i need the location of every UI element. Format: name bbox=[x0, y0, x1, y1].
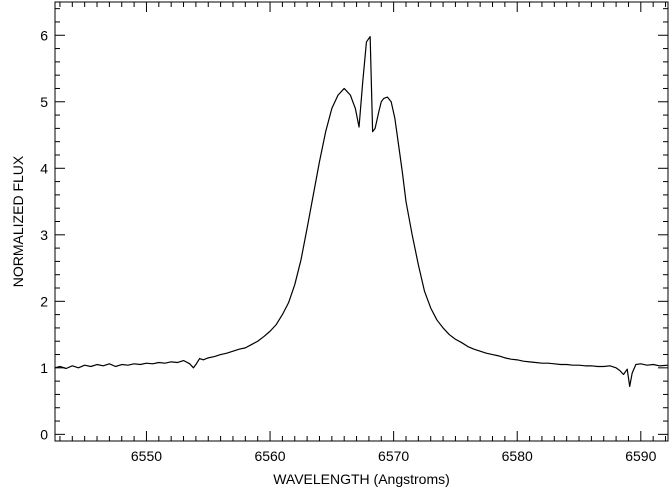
x-axis-title: WAVELENGTH (Angstroms) bbox=[273, 471, 450, 487]
x-tick-label: 6560 bbox=[254, 448, 285, 464]
tick-labels: 6550 6560 6570 6580 6590 0 1 2 3 4 5 6 bbox=[40, 27, 656, 464]
y-tick-label: 0 bbox=[40, 426, 48, 442]
plot-frame bbox=[54, 1, 669, 442]
y-tick-label: 1 bbox=[40, 360, 48, 376]
y-tick-label: 6 bbox=[40, 27, 48, 43]
spectrum-line bbox=[54, 35, 669, 388]
major-ticks bbox=[55, 2, 668, 441]
x-tick-label: 6580 bbox=[502, 448, 533, 464]
y-tick-label: 3 bbox=[40, 227, 48, 243]
minor-ticks bbox=[55, 2, 668, 441]
y-tick-label: 2 bbox=[40, 293, 48, 309]
y-axis-title: NORMALIZED FLUX bbox=[10, 155, 26, 287]
x-tick-label: 6570 bbox=[378, 448, 409, 464]
x-tick-label: 6590 bbox=[625, 448, 656, 464]
y-tick-label: 4 bbox=[40, 160, 48, 176]
x-tick-label: 6550 bbox=[131, 448, 162, 464]
y-tick-label: 5 bbox=[40, 94, 48, 110]
